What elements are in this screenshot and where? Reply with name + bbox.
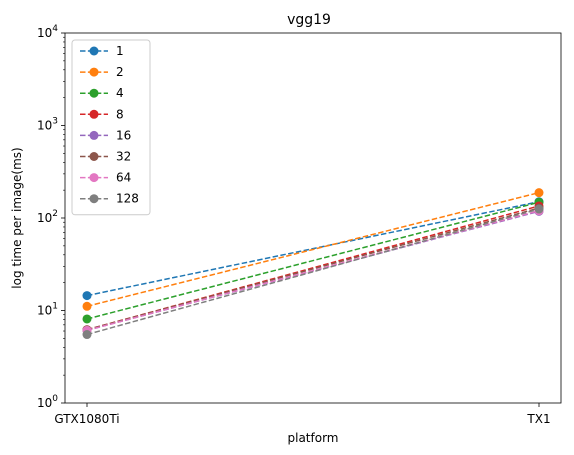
legend-label: 16 [116,128,131,142]
legend-marker [89,152,99,161]
legend-marker [89,173,99,183]
legend-label: 64 [116,171,131,185]
series-line [86,191,540,308]
y-tick-label: 100 [37,394,58,410]
y-tick-label: 102 [37,209,58,225]
legend-label: 128 [116,192,139,206]
data-point [534,204,544,214]
legend-item: 8 [80,107,124,121]
legend: 1 2 4 8 16 32 64 128 [71,39,151,216]
legend-label: 1 [116,44,124,58]
series-line [86,205,540,331]
series-2 [82,188,544,311]
series-line [86,200,540,297]
y-axis-label: log time per image(ms) [10,147,24,288]
data-point [534,188,544,198]
legend-label: 4 [116,86,124,100]
y-tick-label: 103 [37,117,58,133]
data-point [82,301,92,311]
legend-item: 16 [80,128,131,142]
legend-marker [89,194,99,204]
legend-label: 8 [116,107,124,121]
legend-item: 128 [80,192,139,206]
legend-label: 32 [116,150,131,164]
series-layer [82,188,544,340]
series-128 [82,204,544,340]
legend-label: 2 [116,65,124,79]
series-line [86,201,540,320]
series-line [86,208,540,336]
legend-marker [89,46,99,56]
legend-marker [89,130,99,140]
x-axis: GTX1080Ti TX1 [54,403,551,426]
legend-item: 64 [80,171,131,185]
legend-marker [89,67,99,77]
legend-item: 32 [80,150,131,164]
data-point [82,330,92,340]
y-tick-label: 101 [37,302,58,318]
chart-title: vgg19 [287,12,331,28]
data-point [82,314,92,324]
x-tick-label: GTX1080Ti [54,412,119,426]
y-tick-label: 104 [37,24,58,40]
legend-marker [89,109,99,119]
series-line [86,207,540,331]
legend-marker [89,88,99,98]
x-tick-label: TX1 [526,412,550,426]
x-axis-label: platform [288,431,339,445]
legend-box [71,39,151,216]
legend-item: 1 [80,44,124,58]
y-axis: 100 101 102 103 104 [37,24,65,410]
legend-item: 4 [80,86,124,100]
data-point [82,291,92,301]
legend-item: 2 [80,65,124,79]
